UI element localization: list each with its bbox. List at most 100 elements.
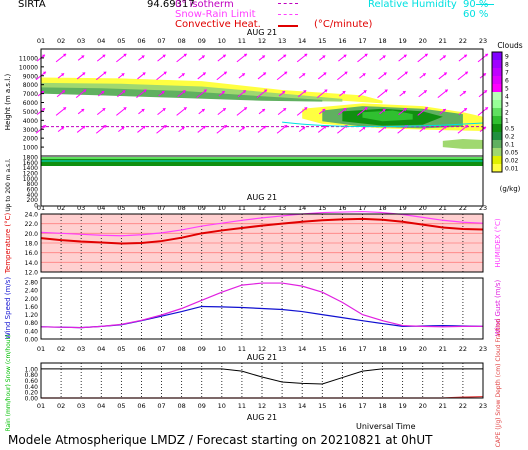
y-tick-height: 9000 xyxy=(23,73,38,80)
wind-arrow-head xyxy=(101,91,105,95)
x-tick-top-15: 15 xyxy=(318,37,326,45)
x-tick-wind-22: 22 xyxy=(459,345,467,353)
y-tick-3-1.20: 1.20 xyxy=(25,312,39,319)
colorbar-tick-6: 6 xyxy=(505,78,509,85)
y-tick-lower: 600 xyxy=(27,187,39,194)
panel-frame-4 xyxy=(40,362,484,399)
wind-arrow-head xyxy=(384,89,388,93)
wind-arrow-head xyxy=(102,54,106,58)
x-tick-temp-12: 12 xyxy=(258,204,266,212)
x-tick-rain-11: 11 xyxy=(238,402,246,410)
x-tick-wind-12: 12 xyxy=(258,345,266,353)
wind-arrow-head xyxy=(323,126,327,130)
x-tick-top-11: 11 xyxy=(238,37,246,45)
wind-arrow-head xyxy=(304,107,308,111)
y-tick-lower: 0 xyxy=(34,203,38,210)
panel-frame-2 xyxy=(40,213,484,273)
x-tick-temp-03: 03 xyxy=(77,204,85,212)
wind-arrow-head xyxy=(444,89,448,93)
colorbar-cell xyxy=(492,108,502,116)
wind-arrow-head xyxy=(162,54,166,58)
wind-arrow-head xyxy=(322,55,326,59)
x-tick-wind-09: 09 xyxy=(198,345,206,353)
y-tick-2-24.0: 24.0 xyxy=(25,212,39,219)
date-label-top: AUG 21 xyxy=(247,28,277,37)
colorbar-cell xyxy=(492,116,502,124)
colorbar-cell xyxy=(492,52,502,60)
wind-arrow-head xyxy=(223,71,227,75)
x-tick-temp-17: 17 xyxy=(358,204,366,212)
colorbar-cell xyxy=(492,76,502,84)
colorbar-tick-0.02: 0.02 xyxy=(505,158,519,165)
wind-arrow-head xyxy=(324,89,328,93)
low-band-light xyxy=(41,157,483,159)
y-tick-height: 2000 xyxy=(23,136,38,143)
x-tick-temp-08: 08 xyxy=(177,204,185,212)
wind-arrow-head xyxy=(183,53,187,57)
x-tick-wind-05: 05 xyxy=(117,345,125,353)
x-tick-wind-14: 14 xyxy=(298,345,306,353)
x-tick-temp-07: 07 xyxy=(157,204,165,212)
colorbar-cell xyxy=(492,60,502,68)
wind-arrow-head xyxy=(42,108,45,112)
x-tick-wind-10: 10 xyxy=(218,345,226,353)
x-tick-temp-13: 13 xyxy=(278,204,286,212)
y-tick-height: 8000 xyxy=(23,82,38,89)
wind-arrow-head xyxy=(424,107,428,111)
x-tick-wind-15: 15 xyxy=(318,345,326,353)
convective-unit-label: (°C/minute) xyxy=(314,19,373,30)
x-tick-rain-20: 20 xyxy=(419,402,427,410)
lower-band-frame xyxy=(40,155,484,207)
x-tick-temp-05: 05 xyxy=(117,204,125,212)
rh-60-label: 60 % xyxy=(463,9,489,20)
wind-arrow-head xyxy=(443,126,447,130)
rh-90-label: 90 % xyxy=(463,0,489,10)
x-tick-wind-02: 02 xyxy=(57,345,65,353)
colorbar-cell xyxy=(492,84,502,92)
cloud-layer-2 xyxy=(41,87,323,102)
x-tick-wind-08: 08 xyxy=(177,345,185,353)
x-tick-temp-19: 19 xyxy=(398,204,406,212)
snowrain-legend-label: Snow-Rain Limit xyxy=(175,9,256,20)
lower-axis-label: Up to 200 m a.s.l. xyxy=(5,158,12,211)
x-tick-rain-05: 05 xyxy=(117,402,125,410)
wind-arrow-head xyxy=(383,72,387,76)
wind-arrow-head xyxy=(442,109,446,113)
wind-arrow-head xyxy=(283,54,287,58)
x-tick-rain-23: 23 xyxy=(479,402,487,410)
x-tick-temp-01: 01 xyxy=(37,204,45,212)
x-tick-temp-15: 15 xyxy=(318,204,326,212)
wind-arrow-head xyxy=(221,91,225,95)
x-tick-top-13: 13 xyxy=(278,37,286,45)
wind-arrow-head xyxy=(163,125,167,129)
x-tick-top-10: 10 xyxy=(218,37,226,45)
colorbar-cell xyxy=(492,92,502,100)
x-tick-wind-20: 20 xyxy=(419,345,427,353)
wind-arrow-head xyxy=(122,90,126,94)
wind-arrow-head xyxy=(485,53,488,57)
x-tick-wind-17: 17 xyxy=(358,345,366,353)
x-tick-top-19: 19 xyxy=(398,37,406,45)
x-tick-rain-02: 02 xyxy=(57,402,65,410)
wind-arrow-head xyxy=(63,107,67,111)
wind-arrow-head xyxy=(442,55,446,59)
wind-arrow-head xyxy=(202,72,206,76)
series-temperature xyxy=(40,217,484,245)
wind-arrow-head xyxy=(382,109,386,113)
wind-arrow-head xyxy=(343,54,347,58)
y-tick-3-0.40: 0.40 xyxy=(25,328,39,335)
panel-frame-3 xyxy=(40,277,484,340)
x-tick-rain-22: 22 xyxy=(459,402,467,410)
colorbar-tick-0.5: 0.5 xyxy=(505,126,515,133)
x-tick-temp-22: 22 xyxy=(459,204,467,212)
x-tick-temp-04: 04 xyxy=(97,204,105,212)
x-tick-wind-01: 01 xyxy=(37,345,45,353)
wind-arrow-head xyxy=(283,108,287,112)
x-tick-temp-16: 16 xyxy=(338,204,346,212)
x-tick-rain-08: 08 xyxy=(177,402,185,410)
colorbar-cell xyxy=(492,132,502,140)
y-tick-height: 6000 xyxy=(23,100,38,107)
wind-arrow-head xyxy=(484,90,487,94)
wind-arrow-head xyxy=(181,126,185,130)
